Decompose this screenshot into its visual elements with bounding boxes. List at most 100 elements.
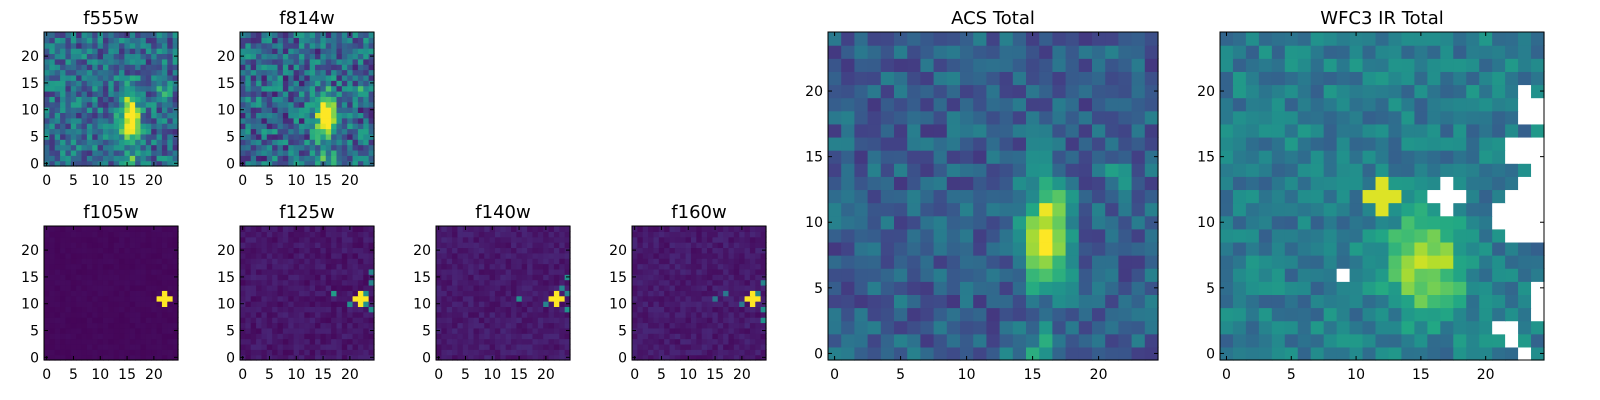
heatmap-cell (240, 90, 246, 97)
heatmap-cell (452, 354, 459, 361)
heatmap-cell (760, 338, 767, 345)
heatmap-cell (266, 144, 273, 151)
heatmap-cell (325, 107, 332, 113)
heatmap-cell (135, 128, 142, 135)
heatmap-cell (500, 263, 507, 270)
heatmap-cell (49, 284, 56, 291)
heatmap-cell (920, 176, 935, 191)
heatmap-cell (161, 85, 168, 92)
heatmap-cell (368, 64, 375, 71)
heatmap-cell (261, 279, 268, 286)
heatmap-cell (674, 301, 681, 307)
heatmap-cell (304, 74, 311, 81)
heatmap-cell (1414, 189, 1428, 204)
heatmap-cell (92, 263, 99, 270)
heatmap-cell (325, 338, 332, 345)
heatmap-cell (331, 149, 338, 156)
heatmap-cell (1232, 189, 1247, 204)
heatmap-cell (1026, 228, 1040, 243)
heatmap-cell (102, 338, 109, 345)
heatmap-cell (288, 333, 295, 340)
heatmap-cell (167, 322, 174, 329)
heatmap-cell (140, 53, 147, 60)
heatmap-cell (457, 354, 464, 361)
heatmap-cell (119, 96, 125, 103)
heatmap-cell (854, 202, 869, 217)
heatmap-cell (65, 133, 72, 140)
heatmap-cell (331, 333, 338, 340)
heatmap-cell (245, 123, 252, 130)
heatmap-cell (1026, 84, 1040, 99)
heatmap-cell (564, 311, 571, 318)
heatmap-cell (701, 252, 708, 259)
heatmap-cell (680, 327, 687, 334)
x-tick-label: 20 (341, 367, 359, 383)
heatmap-cell (145, 90, 152, 97)
heatmap-cell (739, 268, 746, 275)
heatmap-cell (1310, 255, 1325, 269)
heatmap-cell (282, 274, 289, 281)
heatmap-cell (707, 274, 713, 281)
heatmap-cell (272, 306, 279, 313)
heatmap-cell (119, 349, 125, 356)
heatmap-cell (462, 349, 469, 356)
heatmap-cell (728, 295, 735, 302)
heatmap-cell (347, 327, 354, 334)
heatmap-cell (1310, 202, 1325, 217)
heatmap-cell (272, 247, 279, 254)
heatmap-cell (960, 84, 974, 99)
heatmap-cell (320, 284, 327, 291)
heatmap-cell (293, 112, 300, 119)
heatmap-cell (70, 69, 77, 76)
heatmap-cell (140, 96, 147, 103)
heatmap-cell (54, 338, 61, 345)
heatmap-cell (282, 53, 289, 60)
heatmap-cell (494, 317, 501, 324)
heatmap-cell (1092, 268, 1106, 282)
heatmap-cell (325, 317, 332, 324)
heatmap-cell (92, 117, 99, 124)
heatmap-cell (1026, 45, 1040, 59)
heatmap-cell (309, 263, 316, 270)
heatmap-cell (653, 258, 660, 265)
heatmap-cell (457, 295, 464, 302)
heatmap-cell (537, 317, 544, 324)
heatmap-cell (172, 96, 179, 103)
heatmap-cell (129, 327, 136, 334)
heatmap-cell (352, 107, 359, 113)
heatmap-cell (739, 322, 746, 329)
heatmap-cell (669, 343, 676, 350)
heatmap-cell (755, 338, 762, 345)
heatmap-cell (81, 90, 88, 97)
heatmap-cell (532, 226, 539, 232)
heatmap-cell (277, 90, 284, 97)
heatmap-cell (60, 268, 67, 275)
heatmap-cell (129, 333, 136, 340)
heatmap-cell (347, 236, 354, 243)
y-tick-label: 15 (217, 76, 235, 92)
heatmap-cell (54, 226, 61, 232)
heatmap-cell (717, 317, 724, 324)
heatmap-cell (363, 338, 370, 345)
heatmap-cell (1105, 241, 1119, 256)
heatmap-cell (511, 231, 517, 238)
heatmap-cell (637, 258, 644, 265)
heatmap-cell (86, 268, 93, 275)
heatmap-cell (156, 284, 163, 291)
heatmap-cell (739, 301, 746, 307)
heatmap-cell (436, 258, 442, 265)
heatmap-cell (960, 136, 974, 151)
heatmap-cell (113, 64, 120, 71)
heatmap-cell (516, 279, 523, 286)
heatmap-cell (240, 242, 246, 249)
heatmap-cell (161, 349, 168, 356)
heatmap-cell (320, 48, 327, 55)
heatmap-cell (272, 274, 279, 281)
heatmap-cell (669, 284, 676, 291)
heatmap-cell (744, 322, 751, 329)
heatmap-cell (336, 139, 343, 146)
heatmap-cell (548, 354, 555, 361)
heatmap-cell (473, 236, 480, 243)
heatmap-cell (309, 242, 316, 249)
heatmap-cell (145, 48, 152, 55)
